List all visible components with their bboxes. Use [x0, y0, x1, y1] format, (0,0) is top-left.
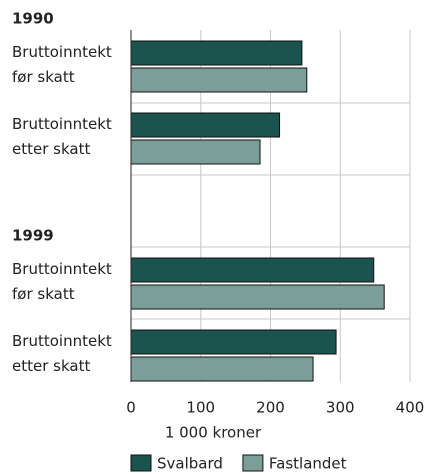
x-tick-label: 400 — [396, 399, 425, 417]
bar — [130, 356, 314, 382]
legend-label: Fastlandet — [269, 455, 347, 473]
bar — [130, 139, 261, 165]
group-label: 1990 — [12, 10, 54, 28]
x-tick-label: 300 — [326, 399, 355, 417]
category-label: Bruttoinntekt etter skatt — [12, 332, 112, 375]
bar — [130, 67, 308, 93]
category-label: Bruttoinntekt etter skatt — [12, 115, 112, 158]
x-axis-label: 1 000 kroner — [165, 424, 262, 442]
bar — [130, 329, 337, 355]
bar — [130, 112, 281, 138]
legend-swatch — [242, 454, 264, 472]
category-label: Bruttoinntekt før skatt — [12, 43, 112, 86]
group-label: 1999 — [12, 227, 54, 245]
x-tick-label: 200 — [256, 399, 285, 417]
bar — [130, 40, 303, 66]
x-tick-label: 0 — [126, 399, 136, 417]
bar — [130, 257, 375, 283]
x-tick-label: 100 — [186, 399, 215, 417]
legend-label: Svalbard — [157, 455, 223, 473]
category-label: Bruttoinntekt før skatt — [12, 260, 112, 303]
bar — [130, 284, 385, 310]
legend-swatch — [130, 454, 152, 472]
